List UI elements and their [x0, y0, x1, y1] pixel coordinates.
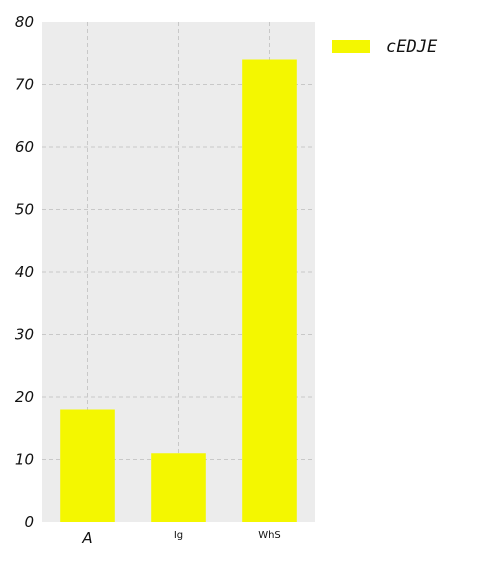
y-tick-label: 70 [15, 76, 34, 94]
bar [242, 59, 297, 522]
y-tick-label: 80 [15, 13, 34, 31]
y-tick-label: 30 [15, 326, 34, 344]
bar [60, 409, 115, 522]
y-tick-label: 0 [24, 513, 34, 531]
legend: cEDJE [332, 37, 438, 57]
bar [151, 453, 206, 522]
y-axis-ticks: 0 10 20 30 40 50 60 70 80 [15, 13, 34, 531]
legend-label: cEDJE [386, 37, 438, 57]
y-tick-label: 40 [15, 263, 34, 281]
y-tick-label: 50 [15, 201, 34, 219]
x-tick-label: WhS [258, 530, 281, 541]
bars [60, 59, 297, 522]
legend-swatch [332, 40, 370, 53]
x-tick-label: A [81, 529, 92, 547]
y-tick-label: 20 [15, 388, 34, 406]
x-axis-ticks: A Ig WhS [81, 529, 280, 547]
y-tick-label: 10 [15, 451, 34, 469]
x-tick-label: Ig [174, 530, 183, 541]
y-tick-label: 60 [15, 138, 34, 156]
